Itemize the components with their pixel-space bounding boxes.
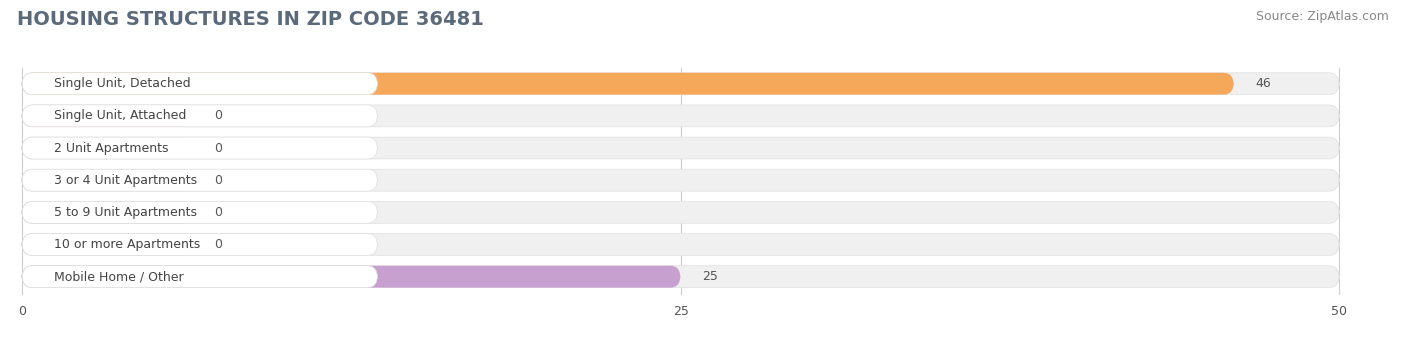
FancyBboxPatch shape — [22, 201, 378, 223]
Text: 46: 46 — [1256, 77, 1271, 90]
Text: Mobile Home / Other: Mobile Home / Other — [53, 270, 183, 283]
FancyBboxPatch shape — [22, 266, 681, 288]
Text: 2 Unit Apartments: 2 Unit Apartments — [53, 141, 169, 155]
Text: Single Unit, Detached: Single Unit, Detached — [53, 77, 190, 90]
Text: 0: 0 — [214, 238, 222, 251]
FancyBboxPatch shape — [22, 105, 193, 127]
FancyBboxPatch shape — [22, 169, 1340, 191]
FancyBboxPatch shape — [22, 137, 378, 159]
Text: 3 or 4 Unit Apartments: 3 or 4 Unit Apartments — [53, 174, 197, 187]
Text: 25: 25 — [702, 270, 717, 283]
FancyBboxPatch shape — [22, 105, 1340, 127]
FancyBboxPatch shape — [22, 73, 378, 95]
FancyBboxPatch shape — [22, 201, 1340, 223]
FancyBboxPatch shape — [22, 137, 1340, 159]
Text: HOUSING STRUCTURES IN ZIP CODE 36481: HOUSING STRUCTURES IN ZIP CODE 36481 — [17, 10, 484, 29]
FancyBboxPatch shape — [22, 73, 1234, 95]
Text: Single Unit, Attached: Single Unit, Attached — [53, 109, 186, 122]
FancyBboxPatch shape — [22, 234, 378, 255]
Text: 0: 0 — [214, 109, 222, 122]
FancyBboxPatch shape — [22, 169, 378, 191]
FancyBboxPatch shape — [22, 201, 193, 223]
FancyBboxPatch shape — [22, 169, 193, 191]
Text: 0: 0 — [214, 206, 222, 219]
FancyBboxPatch shape — [22, 105, 378, 127]
Text: 10 or more Apartments: 10 or more Apartments — [53, 238, 200, 251]
Text: Source: ZipAtlas.com: Source: ZipAtlas.com — [1256, 10, 1389, 23]
FancyBboxPatch shape — [22, 266, 1340, 288]
FancyBboxPatch shape — [22, 137, 193, 159]
FancyBboxPatch shape — [22, 234, 1340, 255]
FancyBboxPatch shape — [22, 234, 193, 255]
FancyBboxPatch shape — [22, 73, 1340, 95]
Text: 0: 0 — [214, 141, 222, 155]
Text: 0: 0 — [214, 174, 222, 187]
FancyBboxPatch shape — [22, 266, 378, 288]
Text: 5 to 9 Unit Apartments: 5 to 9 Unit Apartments — [53, 206, 197, 219]
